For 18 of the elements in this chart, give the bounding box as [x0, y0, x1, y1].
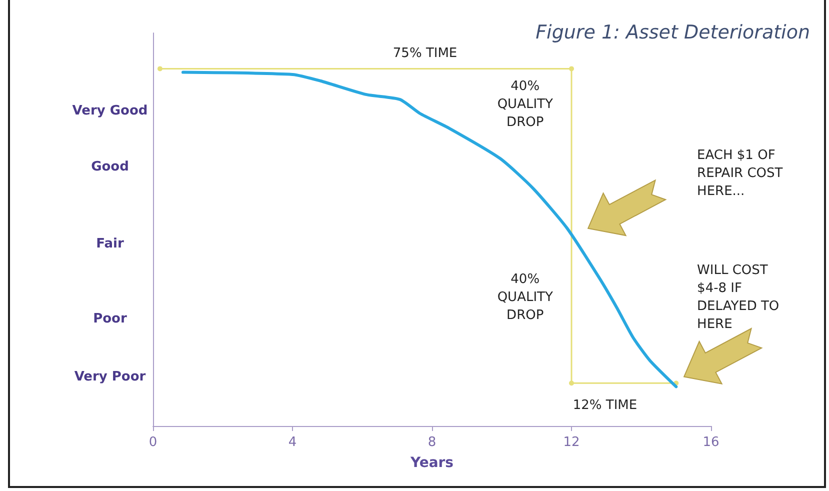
annotation: 40% QUALITY DROP: [497, 78, 553, 130]
x-tick-label: 16: [702, 435, 720, 450]
x-tick-label: 12: [563, 435, 580, 450]
text: Very Good: [72, 103, 148, 118]
annotation: 12% TIME: [572, 398, 638, 413]
text: Very Poor: [74, 370, 146, 385]
annotation: EACH $1 OF REPAIR COST HERE...: [697, 148, 783, 199]
x-tick-label: 8: [428, 435, 436, 450]
annotation: WILL COST $4-8 IF DELAYED TO HERE: [697, 263, 780, 332]
text: Good: [91, 159, 129, 174]
x-axis-title: Years: [409, 455, 454, 471]
chart-title: Figure 1: Asset Deterioration: [536, 22, 810, 44]
x-tick-label: 0: [148, 435, 158, 450]
text: 75% TIME: [392, 46, 458, 62]
text: Poor: [93, 312, 128, 327]
text: Fair: [96, 236, 124, 252]
x-tick-label: 4: [288, 435, 297, 450]
annotation: 40% QUALITY DROP: [497, 272, 553, 324]
